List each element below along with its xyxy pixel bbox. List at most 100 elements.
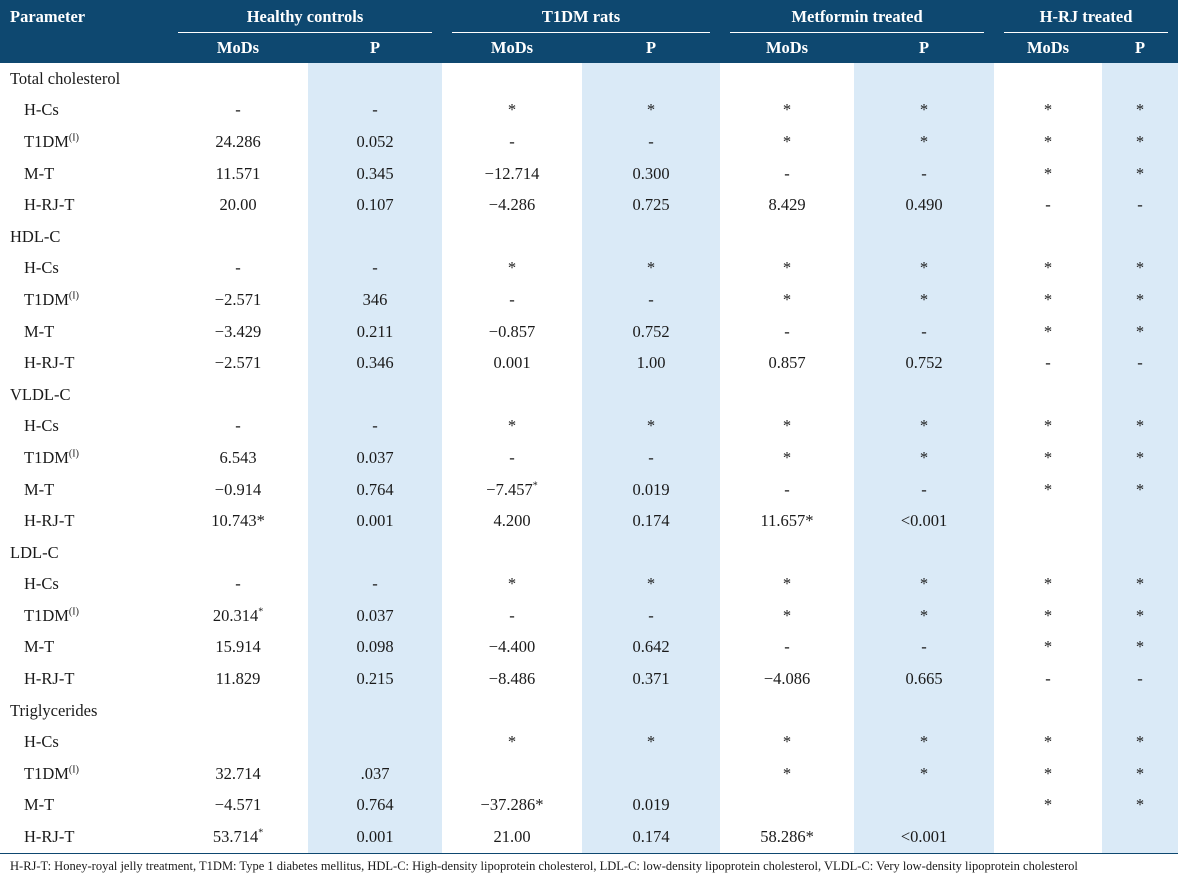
row-label: H-RJ-T (24, 669, 75, 689)
cell-value: * (1043, 289, 1053, 309)
cell-value: * (1043, 163, 1053, 183)
cell-value: * (1043, 100, 1053, 120)
p-value-cell: - (582, 284, 721, 316)
cell-value: - (509, 131, 515, 151)
row-label: VLDL-C (10, 384, 71, 404)
mods-cell: * (994, 474, 1102, 506)
p-value-cell (308, 536, 443, 569)
p-value-cell: 0.174 (582, 505, 721, 537)
cell-value: 0.764 (356, 479, 394, 499)
subgroup-name: M-T (0, 632, 168, 664)
cell-value: 20.314 (212, 605, 259, 625)
p-value-cell: 0.665 (854, 663, 995, 695)
mods-cell (720, 379, 854, 411)
p-value-cell: 0.098 (308, 631, 443, 664)
cell-value: * (507, 732, 517, 752)
table-row: H-RJ-T 10.743* 0.001 4.200 0.174 11.657* <0.00… (0, 505, 1178, 537)
p-value-cell: 0.174 (582, 821, 721, 853)
mods-cell (720, 63, 854, 95)
mods-cell (720, 221, 854, 253)
p-value-cell: * (1102, 157, 1178, 190)
row-label: M-T (24, 163, 55, 183)
cell-value: * (1135, 163, 1145, 183)
p-value-cell: * (1102, 726, 1178, 759)
row-label: H-RJ-T (24, 827, 75, 847)
p-value-cell: * (1102, 473, 1178, 506)
cell-value: 0.107 (356, 195, 394, 215)
cell-value: <0.001 (900, 827, 948, 847)
header-mods: MoDs (994, 33, 1103, 63)
cell-value: 0.764 (356, 795, 394, 815)
cell-value: * (1043, 479, 1053, 499)
subgroup-name: T1DM(I) (0, 284, 168, 316)
mods-cell: * (442, 253, 582, 285)
mods-cell: −0.857 (442, 316, 582, 348)
row-label: H-Cs (24, 574, 59, 594)
cell-value: * (1043, 131, 1053, 151)
cell-value: * (782, 258, 792, 278)
cell-value: −4.571 (214, 795, 262, 815)
p-value-cell: 0.037 (308, 600, 443, 632)
row-label-superscript: (I) (68, 290, 79, 302)
p-value-cell: 0.346 (308, 347, 443, 379)
p-value-cell: - (582, 126, 721, 158)
p-value-cell (582, 63, 721, 95)
p-value-cell (1102, 63, 1178, 95)
row-label-superscript: (I) (68, 606, 79, 618)
cell-superscript: * (532, 480, 538, 492)
cell-value: * (919, 100, 929, 120)
mods-cell: * (994, 442, 1102, 474)
subgroup-name: T1DM(I) (0, 126, 168, 158)
p-value-cell (854, 694, 995, 727)
cell-value: −7.457 (486, 479, 533, 499)
p-value-cell: 0.725 (582, 189, 721, 221)
subgroup-name: H-Cs (0, 411, 168, 443)
mods-cell: 0.857 (720, 347, 854, 379)
mods-cell: 4.200 (442, 505, 582, 537)
p-value-cell: * (854, 126, 995, 158)
cell-value: - (372, 416, 378, 436)
cell-value: −4.286 (488, 195, 536, 215)
mods-cell: −37.286* (442, 790, 582, 822)
cell-value: * (782, 605, 792, 625)
cell-value: * (1135, 416, 1145, 436)
cell-value: * (782, 763, 792, 783)
subgroup-name: H-RJ-T (0, 347, 168, 379)
p-value-cell (308, 726, 443, 759)
cell-value: * (1135, 131, 1145, 151)
row-label-superscript: (I) (68, 132, 79, 144)
mods-cell (168, 726, 308, 758)
p-value-cell: 0.490 (854, 189, 995, 221)
cell-value: * (646, 416, 656, 436)
row-label: T1DM (24, 131, 69, 151)
row-label: M-T (24, 479, 55, 499)
cell-value: * (507, 416, 517, 436)
p-value-cell: * (854, 758, 995, 790)
cell-value: 15.914 (215, 637, 261, 657)
mods-cell: 11.657* (720, 505, 854, 537)
p-value-cell: 0.752 (582, 315, 721, 348)
mods-cell (994, 63, 1102, 95)
mods-cell: * (720, 442, 854, 474)
header-p: P (308, 33, 443, 63)
cell-value: * (1135, 732, 1145, 752)
cell-value: * (782, 574, 792, 594)
cell-value: −0.857 (488, 321, 536, 341)
mods-cell (168, 695, 308, 727)
cell-value: 0.725 (632, 195, 670, 215)
table-group-row: Total cholesterol (0, 63, 1178, 95)
subgroup-name: H-Cs (0, 95, 168, 127)
mods-cell: −12.714 (442, 158, 582, 190)
mods-cell (994, 221, 1102, 253)
p-value-cell: - (308, 94, 443, 127)
cell-value: 0.490 (905, 195, 943, 215)
p-value-cell (854, 378, 995, 411)
cell-value: 6.543 (219, 447, 257, 467)
p-value-cell: * (1102, 631, 1178, 664)
mods-cell (442, 695, 582, 727)
cell-value: - (1137, 669, 1143, 689)
mods-cell: * (994, 253, 1102, 285)
cell-value: - (784, 637, 790, 657)
subgroup-name: H-Cs (0, 726, 168, 758)
